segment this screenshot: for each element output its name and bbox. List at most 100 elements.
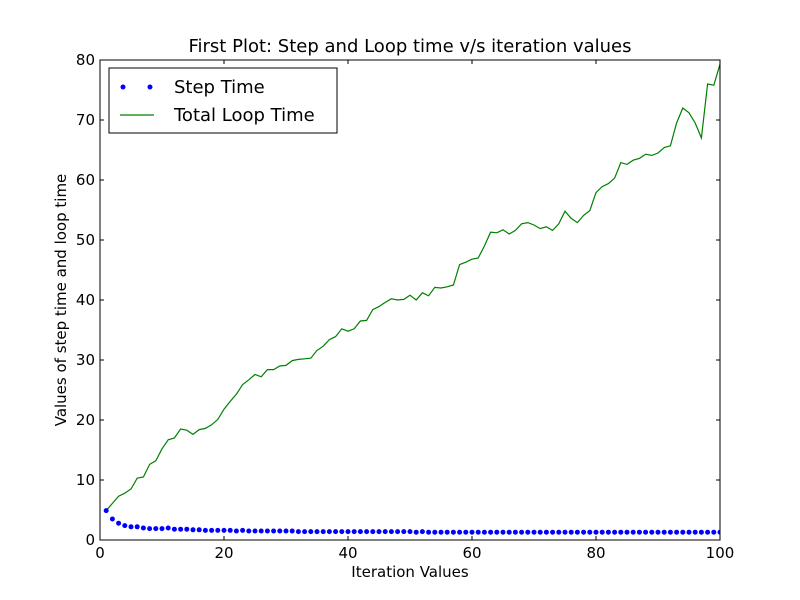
data-point-step-time (109, 516, 115, 522)
data-point-step-time (295, 529, 301, 535)
data-point-step-time (314, 529, 320, 535)
data-point-step-time (407, 529, 413, 535)
x-tick-label: 20 (214, 544, 233, 562)
data-point-step-time (543, 529, 549, 535)
data-point-step-time (643, 529, 649, 535)
data-point-step-time (153, 526, 159, 532)
legend-step-time-marker (120, 84, 126, 90)
data-point-step-time (227, 527, 233, 533)
data-point-step-time (581, 529, 587, 535)
x-tick-label: 100 (706, 544, 735, 562)
data-point-step-time (320, 529, 326, 535)
y-axis-label: Values of step time and loop time (52, 174, 70, 427)
data-point-step-time (345, 529, 351, 535)
data-point-step-time (444, 529, 450, 535)
data-point-step-time (605, 529, 611, 535)
data-point-step-time (246, 528, 252, 534)
data-point-step-time (283, 528, 289, 534)
y-tick-label: 30 (76, 351, 95, 369)
legend-item-total-loop-time: Total Loop Time (120, 105, 315, 126)
y-tick-label: 10 (76, 471, 95, 489)
data-point-step-time (488, 529, 494, 535)
data-point-step-time (289, 528, 295, 534)
x-tick-label: 40 (338, 544, 357, 562)
data-point-step-time (171, 526, 177, 532)
data-point-step-time (258, 528, 264, 534)
data-point-step-time (593, 529, 599, 535)
data-point-step-time (450, 529, 456, 535)
data-point-step-time (438, 529, 444, 535)
data-point-step-time (432, 529, 438, 535)
data-point-step-time (302, 529, 308, 535)
y-tick-label: 40 (76, 291, 95, 309)
data-point-step-time (221, 527, 227, 533)
series-line-total-loop-time (105, 64, 720, 511)
data-point-step-time (711, 529, 717, 535)
data-point-step-time (667, 529, 673, 535)
data-point-step-time (215, 527, 221, 533)
data-point-step-time (630, 529, 636, 535)
axes: 0 20 40 60 80 100 0 10 20 30 40 50 60 70 80 (76, 51, 734, 562)
data-point-step-time (184, 526, 190, 532)
data-point-step-time (364, 529, 370, 535)
legend-step-time-marker (147, 84, 153, 90)
data-point-step-time (494, 529, 500, 535)
data-point-step-time (550, 529, 556, 535)
data-point-step-time (357, 529, 363, 535)
data-point-step-time (376, 529, 382, 535)
data-point-step-time (209, 527, 215, 533)
x-tick-label: 0 (95, 544, 105, 562)
y-tick-label: 60 (76, 171, 95, 189)
data-point-step-time (122, 523, 128, 529)
data-point-step-time (240, 527, 246, 533)
data-point-step-time (562, 529, 568, 535)
data-point-step-time (196, 527, 202, 533)
data-point-step-time (395, 529, 401, 535)
data-point-step-time (618, 529, 624, 535)
data-point-step-time (519, 529, 525, 535)
data-point-step-time (698, 529, 704, 535)
plot-area (103, 64, 720, 535)
data-point-step-time (233, 528, 239, 534)
data-point-step-time (190, 527, 196, 533)
data-point-step-time (469, 529, 475, 535)
data-point-step-time (537, 529, 543, 535)
data-point-step-time (426, 529, 432, 535)
data-point-step-time (475, 529, 481, 535)
data-point-step-time (587, 529, 593, 535)
data-point-step-time (624, 529, 630, 535)
data-point-step-time (568, 529, 574, 535)
data-point-step-time (692, 529, 698, 535)
data-point-step-time (264, 528, 270, 534)
data-point-step-time (147, 526, 153, 532)
chart-title: First Plot: Step and Loop time v/s itera… (188, 36, 631, 57)
x-axis-label: Iteration Values (351, 563, 469, 581)
x-tick-label: 80 (586, 544, 605, 562)
legend-total-loop-time-label: Total Loop Time (173, 105, 315, 126)
data-point-step-time (531, 529, 537, 535)
data-point-step-time (159, 526, 165, 532)
data-point-step-time (574, 529, 580, 535)
data-point-step-time (271, 528, 277, 534)
data-point-step-time (382, 529, 388, 535)
data-point-step-time (419, 529, 425, 535)
data-point-step-time (686, 529, 692, 535)
y-tick-label: 50 (76, 231, 95, 249)
x-tick-label: 60 (462, 544, 481, 562)
data-point-step-time (481, 529, 487, 535)
data-point-step-time (661, 529, 667, 535)
legend-item-step-time: Step Time (120, 77, 265, 98)
data-point-step-time (116, 520, 122, 526)
data-point-step-time (339, 529, 345, 535)
legend: Step Time Total Loop Time (108, 67, 338, 134)
data-point-step-time (103, 508, 109, 514)
data-point-step-time (351, 529, 357, 535)
y-tick-label: 0 (85, 531, 95, 549)
data-point-step-time (140, 525, 146, 531)
legend-step-time-label: Step Time (174, 77, 265, 98)
data-point-step-time (717, 529, 720, 535)
data-point-step-time (506, 529, 512, 535)
data-point-step-time (636, 529, 642, 535)
data-point-step-time (655, 529, 661, 535)
